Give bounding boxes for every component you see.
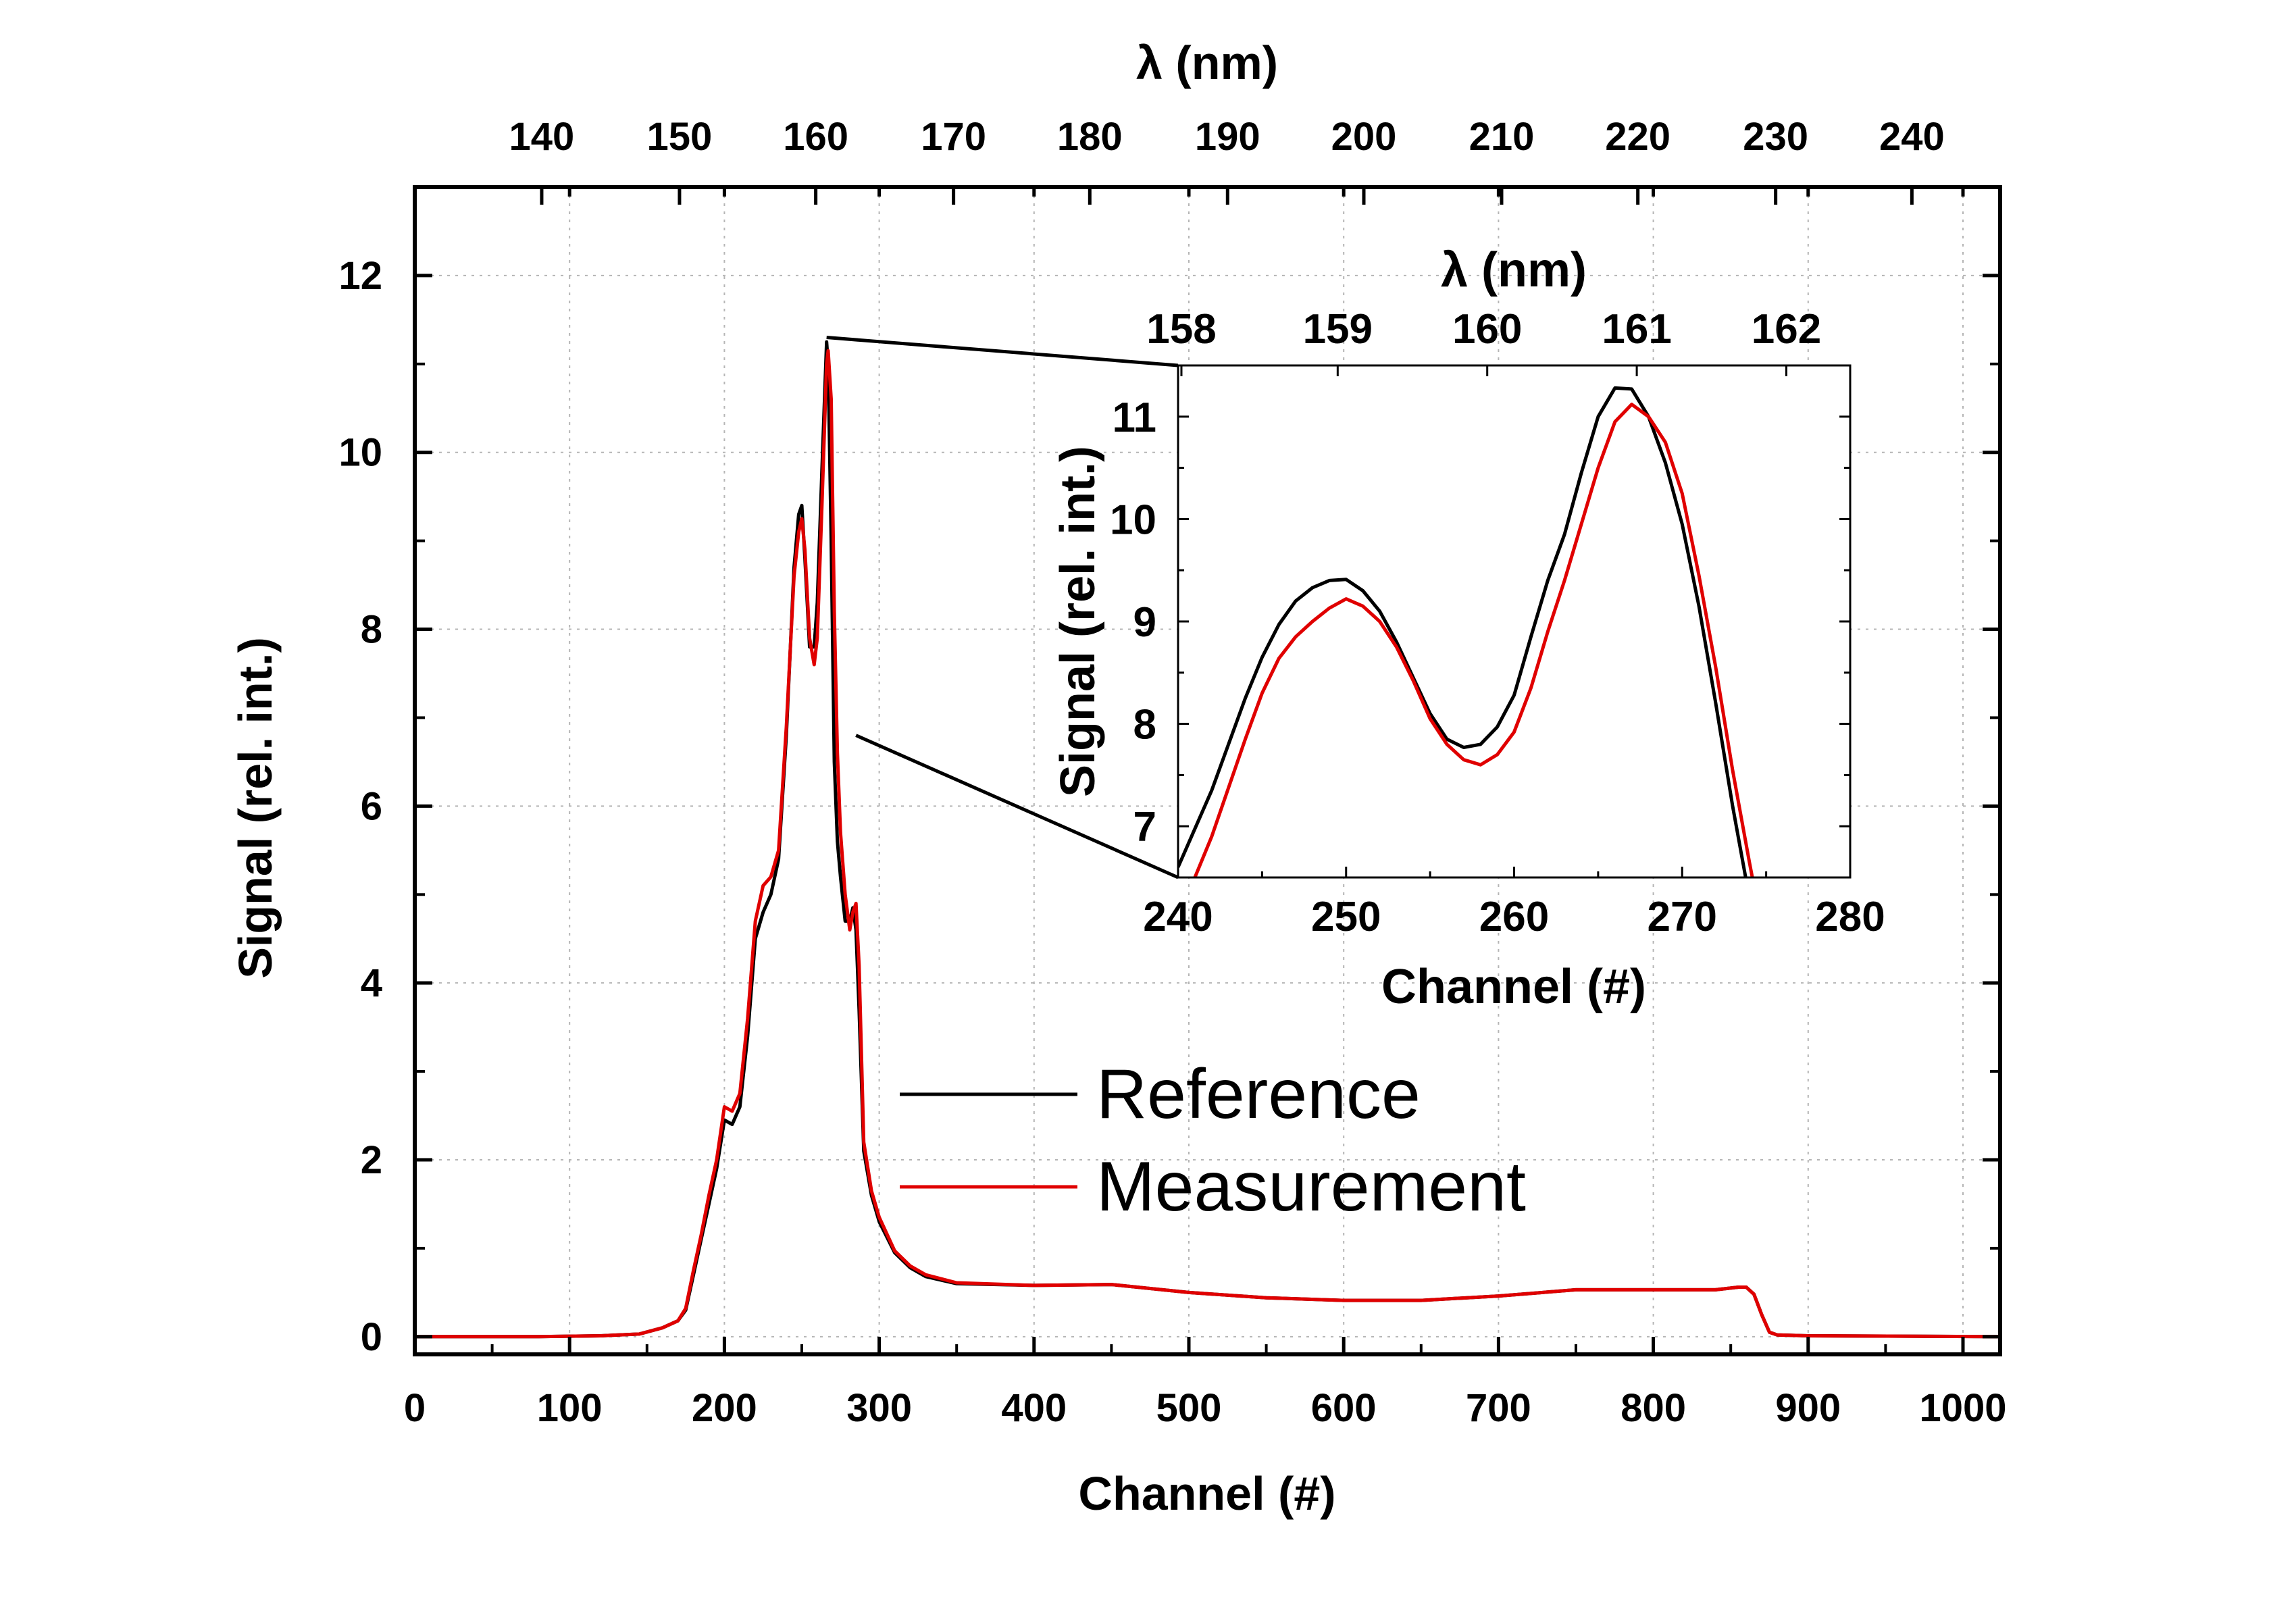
main-y-tick-label: 8 xyxy=(361,608,382,652)
inset-y-tick-label: 7 xyxy=(1133,804,1156,850)
inset-top-tick-label: 161 xyxy=(1602,306,1671,353)
inset-top-tick-label: 158 xyxy=(1146,306,1216,353)
main-x-tick-label: 800 xyxy=(1621,1386,1686,1430)
main-x-tick-label: 700 xyxy=(1466,1386,1531,1430)
main-y-tick-label: 4 xyxy=(361,961,382,1005)
inset-series-line-reference xyxy=(1178,386,1747,877)
inset-series xyxy=(1178,386,1754,877)
inset-top-tick-label: 159 xyxy=(1303,306,1373,353)
main-y-tick-label: 0 xyxy=(361,1315,382,1359)
main-top-tick-label: 200 xyxy=(1331,115,1397,159)
main-x-tick-label: 0 xyxy=(404,1386,426,1430)
main-plot: 0 100 200 300 400 500 600 700 800 900 1000 0 2 4 6 8 10 1… xyxy=(229,36,2007,1520)
main-top-tick-label: 190 xyxy=(1195,115,1260,159)
main-ticks: 0 100 200 300 400 500 600 700 800 900 1000 0 2 4 6 8 10 1… xyxy=(338,115,2006,1430)
main-x-tick-label: 400 xyxy=(1001,1386,1067,1430)
inset-top-axis-title: λ (nm) xyxy=(1441,243,1587,297)
main-top-tick-label: 180 xyxy=(1057,115,1123,159)
inset-series-line-measurement xyxy=(1193,403,1754,877)
inset-top-tick-label: 160 xyxy=(1452,306,1522,353)
zoom-line-bottom xyxy=(855,734,1179,879)
inset-y-tick-label: 10 xyxy=(1110,496,1156,543)
main-top-tick-label: 160 xyxy=(783,115,848,159)
inset-y-tick-label: 8 xyxy=(1133,702,1156,748)
inset-y-tick-label: 9 xyxy=(1133,599,1156,646)
inset-top-tick-label: 162 xyxy=(1752,306,1821,353)
legend: Reference Measurement xyxy=(900,1055,1526,1226)
main-x-tick-label: 300 xyxy=(846,1386,912,1430)
main-x-tick-label: 1000 xyxy=(1919,1386,2006,1430)
inset-y-tick-label: 11 xyxy=(1112,394,1156,441)
inset-plot: 240 250 260 270 280 7 8 9 10 11 158 159 160 161 162 Ch… xyxy=(1051,243,1885,1014)
inset-x-axis-title: Channel (#) xyxy=(1381,960,1646,1014)
main-x-axis-title: Channel (#) xyxy=(1078,1467,1335,1520)
main-plot-frame xyxy=(413,185,2002,1356)
inset-ticks: 240 250 260 270 280 7 8 9 10 11 158 159 160 161 162 xyxy=(1110,306,1885,940)
main-top-tick-label: 170 xyxy=(921,115,986,159)
inset-x-tick-label: 250 xyxy=(1311,894,1381,940)
inset-y-axis-title: Signal (rel. int.) xyxy=(1051,446,1105,797)
zoom-line-top xyxy=(826,336,1179,367)
main-series xyxy=(415,340,2001,1339)
main-y-tick-label: 12 xyxy=(338,254,382,298)
main-top-tick-label: 210 xyxy=(1469,115,1535,159)
legend-label-measurement: Measurement xyxy=(1096,1148,1526,1226)
main-y-tick-label: 10 xyxy=(338,431,382,475)
inset-x-tick-label: 240 xyxy=(1143,894,1213,940)
main-y-tick-label: 6 xyxy=(361,784,382,828)
inset-x-tick-label: 260 xyxy=(1479,894,1549,940)
main-x-tick-label: 500 xyxy=(1156,1386,1222,1430)
main-x-tick-label: 900 xyxy=(1775,1386,1841,1430)
legend-label-reference: Reference xyxy=(1096,1055,1421,1133)
main-top-tick-label: 230 xyxy=(1743,115,1808,159)
main-top-tick-label: 220 xyxy=(1605,115,1670,159)
main-series-line-measurement xyxy=(415,349,2001,1339)
zoom-connector-lines xyxy=(826,336,1179,879)
main-top-axis-title: λ (nm) xyxy=(1136,36,1278,89)
main-x-tick-label: 600 xyxy=(1311,1386,1377,1430)
main-x-tick-label: 200 xyxy=(692,1386,757,1430)
main-y-tick-label: 2 xyxy=(361,1138,382,1182)
main-top-tick-label: 140 xyxy=(509,115,575,159)
main-top-tick-label: 150 xyxy=(647,115,713,159)
main-y-axis-title: Signal (rel. int.) xyxy=(229,637,282,979)
main-x-tick-label: 100 xyxy=(537,1386,603,1430)
inset-x-tick-label: 270 xyxy=(1648,894,1717,940)
main-top-tick-label: 240 xyxy=(1879,115,1945,159)
inset-background xyxy=(1178,365,1850,877)
inset-x-tick-label: 280 xyxy=(1815,894,1885,940)
